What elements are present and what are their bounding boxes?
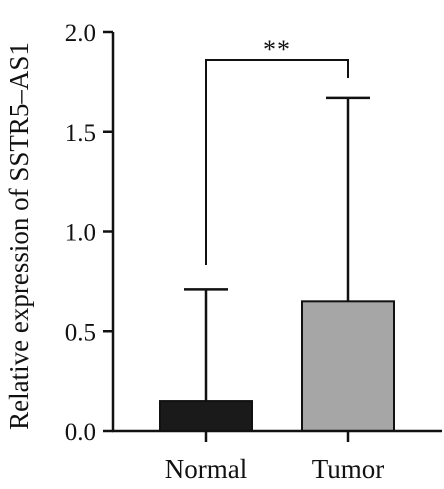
significance-bracket: ** xyxy=(205,35,349,265)
x-tick-label: Normal xyxy=(165,454,247,484)
bars xyxy=(159,300,395,433)
bar-normal xyxy=(159,400,253,433)
significance-line xyxy=(205,59,349,265)
y-axis-title: Relative expression of SSTR5–AS1 xyxy=(4,42,34,430)
y-tick-label: 1.0 xyxy=(65,220,96,247)
y-tick-label: 1.5 xyxy=(65,120,96,147)
y-axis-ticks: 0.0 0.5 1.0 1.5 2.0 xyxy=(65,20,113,446)
y-tick-label: 0.5 xyxy=(65,319,96,346)
bar-tumor xyxy=(301,300,395,433)
x-tick-label: Tumor xyxy=(312,454,385,484)
error-bars xyxy=(184,96,370,402)
y-tick-label: 0.0 xyxy=(65,419,96,446)
x-axis-ticks: Normal Tumor xyxy=(165,431,385,484)
y-tick-label: 2.0 xyxy=(65,20,96,47)
significance-label: ** xyxy=(263,35,291,64)
